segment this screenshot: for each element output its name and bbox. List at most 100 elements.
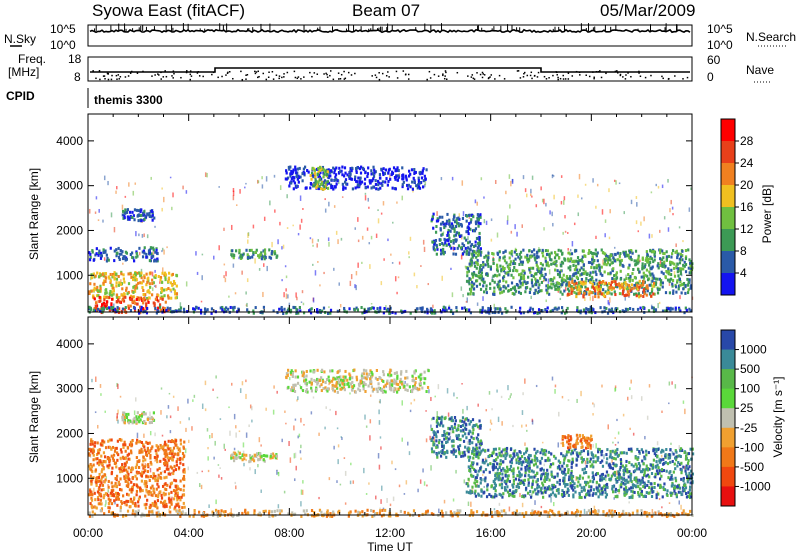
heatmap-cell [521, 262, 524, 266]
heatmap-cell [431, 240, 435, 244]
heatmap-cell [381, 378, 384, 382]
heatmap-cell [628, 501, 630, 504]
heatmap-cell [404, 376, 407, 380]
heatmap-cell [332, 388, 335, 392]
heatmap-cell [98, 460, 101, 464]
heatmap-cell [618, 282, 621, 286]
heatmap-cell [471, 275, 475, 279]
power-ylabel: Slant Range [km] [27, 168, 41, 260]
nave-dot [559, 77, 562, 80]
heatmap-cell [302, 170, 305, 174]
heatmap-cell [629, 276, 632, 280]
heatmap-cell [143, 482, 146, 486]
heatmap-cell [682, 400, 685, 404]
heatmap-cell [610, 280, 613, 284]
heatmap-cell [218, 474, 220, 478]
heatmap-cell [627, 292, 631, 296]
heatmap-cell [565, 490, 567, 496]
heatmap-cell [371, 306, 374, 310]
nave-dot [130, 70, 133, 73]
heatmap-cell [308, 380, 311, 384]
heatmap-cell [136, 418, 139, 422]
heatmap-cell [537, 308, 541, 312]
heatmap-cell [412, 176, 415, 180]
heatmap-cell [492, 252, 495, 256]
heatmap-cell [670, 268, 673, 272]
heatmap-cell [581, 260, 584, 264]
heatmap-cell [536, 254, 539, 258]
heatmap-cell [169, 498, 172, 502]
heatmap-cell [285, 171, 288, 175]
heatmap-cell [508, 398, 510, 400]
heatmap-cell [328, 306, 330, 309]
heatmap-cell [299, 175, 302, 179]
heatmap-cell [327, 181, 331, 185]
heatmap-cell [116, 497, 119, 501]
heatmap-cell [293, 425, 295, 431]
heatmap-cell [368, 482, 370, 485]
heatmap-cell [272, 309, 275, 313]
nave-dot [115, 74, 118, 77]
heatmap-cell [584, 281, 587, 285]
heatmap-cell [676, 262, 679, 266]
heatmap-cell [467, 225, 470, 229]
heatmap-cell [661, 262, 664, 266]
heatmap-cell [115, 295, 119, 299]
heatmap-cell [316, 243, 318, 248]
heatmap-cell [550, 497, 552, 503]
heatmap-cell [333, 185, 336, 189]
heatmap-cell [570, 285, 574, 289]
heatmap-cell [153, 491, 156, 495]
heatmap-cell [312, 244, 314, 247]
heatmap-cell [473, 282, 476, 286]
heatmap-cell [276, 390, 278, 394]
heatmap-cell [200, 300, 203, 303]
nave-dot [630, 75, 632, 78]
heatmap-cell [155, 504, 158, 508]
heatmap-cell [482, 277, 485, 281]
heatmap-cell [506, 220, 509, 225]
heatmap-cell [318, 384, 322, 388]
heatmap-cell [251, 454, 254, 457]
heatmap-cell [313, 184, 317, 188]
nave-dot [180, 76, 182, 79]
heatmap-cell [341, 173, 344, 177]
heatmap-cell [586, 287, 590, 291]
heatmap-cell [441, 308, 445, 312]
heatmap-cell [636, 284, 639, 288]
heatmap-cell [563, 311, 567, 315]
heatmap-cell [603, 252, 607, 256]
heatmap-cell [446, 233, 449, 237]
heatmap-cell [224, 306, 228, 310]
heatmap-cell [206, 172, 208, 178]
heatmap-cell [289, 174, 292, 178]
heatmap-cell [291, 389, 294, 393]
heatmap-cell [468, 240, 471, 244]
heatmap-cell [505, 261, 508, 265]
heatmap-cell [628, 263, 631, 267]
freq-tick-bottom: 8 [74, 70, 81, 84]
heatmap-cell [468, 222, 471, 226]
heatmap-cell [436, 247, 439, 251]
heatmap-cell [90, 273, 93, 277]
heatmap-cell [369, 394, 372, 397]
nave-dot [110, 78, 113, 81]
heatmap-cell [294, 418, 297, 421]
heatmap-cell [595, 264, 598, 268]
heatmap-cell [557, 248, 560, 252]
heatmap-cell [509, 395, 512, 399]
heatmap-cell [288, 376, 291, 381]
heatmap-cell [652, 309, 656, 313]
nave-dots [92, 70, 689, 81]
heatmap-cell [635, 262, 638, 266]
heatmap-cell [601, 273, 604, 277]
heatmap-cell [501, 290, 504, 294]
heatmap-cell [646, 260, 649, 264]
heatmap-cell [324, 426, 326, 430]
heatmap-cell [141, 470, 144, 474]
heatmap-cell [677, 287, 680, 291]
heatmap-cell [418, 387, 421, 391]
heatmap-cell [145, 283, 148, 287]
heatmap-cell [614, 284, 618, 288]
heatmap-cell [153, 304, 156, 308]
